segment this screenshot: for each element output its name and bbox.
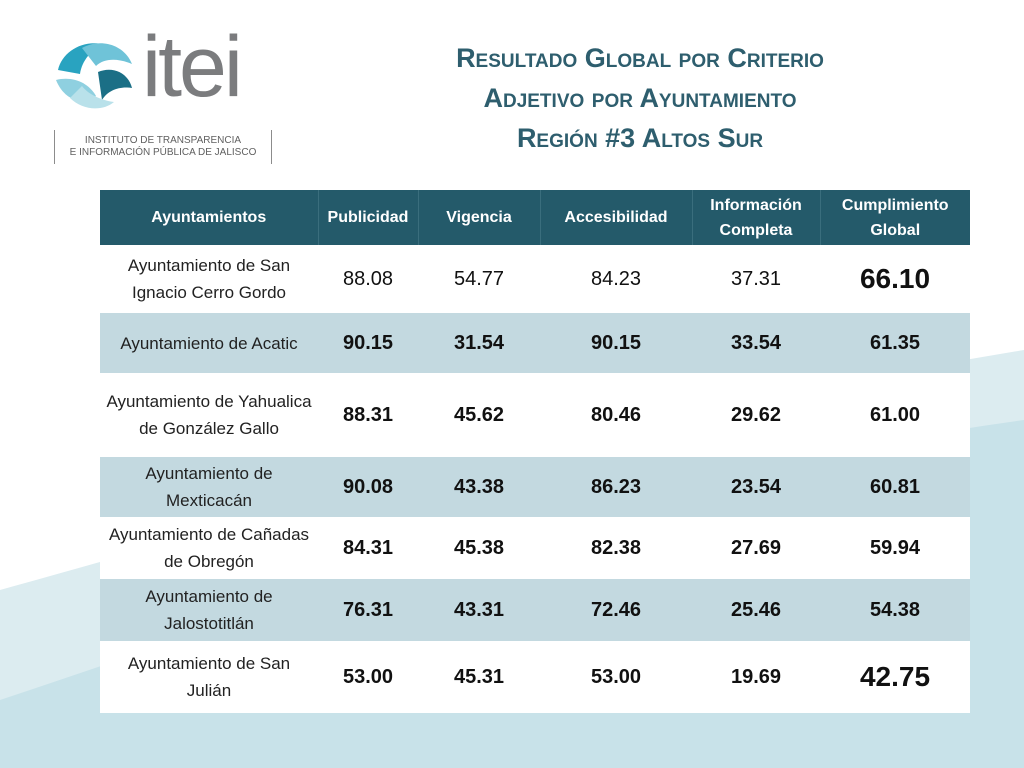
cell-vigencia: 43.38 bbox=[418, 457, 540, 517]
header-accesibilidad: Accesibilidad bbox=[540, 190, 693, 245]
cell-cumplimiento: 61.00 bbox=[820, 373, 970, 457]
cell-publicidad: 84.31 bbox=[318, 517, 418, 579]
row-name: Ayuntamiento de San Julián bbox=[100, 641, 318, 713]
cell-vigencia: 45.31 bbox=[418, 641, 540, 713]
page-title: Resultado Global por Criterio Adjetivo p… bbox=[350, 38, 930, 158]
header-informacion-line2: Completa bbox=[719, 221, 793, 239]
header-publicidad: Publicidad bbox=[318, 190, 419, 245]
cell-informacion: 33.54 bbox=[692, 313, 820, 373]
cell-publicidad: 53.00 bbox=[318, 641, 418, 713]
cell-accesibilidad: 82.38 bbox=[540, 517, 692, 579]
logo-subtitle-line2: E INFORMACIÓN PÚBLICA DE JALISCO bbox=[69, 147, 257, 158]
cell-publicidad: 88.08 bbox=[318, 245, 418, 313]
cell-vigencia: 45.38 bbox=[418, 517, 540, 579]
cell-informacion: 25.46 bbox=[692, 579, 820, 641]
cell-cumplimiento: 66.10 bbox=[820, 245, 970, 313]
row-name: Ayuntamiento de Jalostotitlán bbox=[100, 579, 318, 641]
table-row: Ayuntamiento de Mexticacán 90.08 43.38 8… bbox=[100, 457, 970, 517]
cell-accesibilidad: 86.23 bbox=[540, 457, 692, 517]
row-name: Ayuntamiento de San Ignacio Cerro Gordo bbox=[100, 245, 318, 313]
header-cumplimiento-line2: Global bbox=[870, 221, 921, 239]
cell-vigencia: 54.77 bbox=[418, 245, 540, 313]
cell-vigencia: 45.62 bbox=[418, 373, 540, 457]
row-name: Ayuntamiento de Yahualica de González Ga… bbox=[100, 373, 318, 457]
logo-wordmark: itei bbox=[142, 19, 243, 115]
table-row: Ayuntamiento de San Ignacio Cerro Gordo … bbox=[100, 245, 970, 313]
cell-informacion: 29.62 bbox=[692, 373, 820, 457]
table-header-row: Ayuntamientos Publicidad Vigencia Accesi… bbox=[100, 190, 970, 245]
results-table: Ayuntamientos Publicidad Vigencia Accesi… bbox=[100, 190, 970, 713]
cell-publicidad: 88.31 bbox=[318, 373, 418, 457]
table-row: Ayuntamiento de Jalostotitlán 76.31 43.3… bbox=[100, 579, 970, 641]
table-row: Ayuntamiento de San Julián 53.00 45.31 5… bbox=[100, 641, 970, 713]
cell-informacion: 37.31 bbox=[692, 245, 820, 313]
header-cumplimiento-global: Cumplimiento Global bbox=[820, 190, 970, 245]
cell-accesibilidad: 90.15 bbox=[540, 313, 692, 373]
cell-publicidad: 90.15 bbox=[318, 313, 418, 373]
cell-cumplimiento: 42.75 bbox=[820, 641, 970, 713]
cell-cumplimiento: 59.94 bbox=[820, 517, 970, 579]
cell-informacion: 27.69 bbox=[692, 517, 820, 579]
table-row: Ayuntamiento de Cañadas de Obregón 84.31… bbox=[100, 517, 970, 579]
table-row: Ayuntamiento de Acatic 90.15 31.54 90.15… bbox=[100, 313, 970, 373]
header-vigencia: Vigencia bbox=[418, 190, 541, 245]
header-informacion-completa: Información Completa bbox=[692, 190, 821, 245]
row-name: Ayuntamiento de Cañadas de Obregón bbox=[100, 517, 318, 579]
header-ayuntamientos: Ayuntamientos bbox=[100, 190, 319, 245]
cell-accesibilidad: 80.46 bbox=[540, 373, 692, 457]
row-name: Ayuntamiento de Acatic bbox=[100, 313, 318, 373]
title-line2: Adjetivo por Ayuntamiento bbox=[483, 83, 797, 113]
logo-subtitle-line1: INSTITUTO DE TRANSPARENCIA bbox=[84, 135, 242, 146]
cell-cumplimiento: 60.81 bbox=[820, 457, 970, 517]
cell-informacion: 19.69 bbox=[692, 641, 820, 713]
cell-publicidad: 76.31 bbox=[318, 579, 418, 641]
header-informacion-line1: Información bbox=[710, 196, 802, 214]
title-line3: Región #3 Altos Sur bbox=[516, 123, 764, 153]
logo-subtitle: INSTITUTO DE TRANSPARENCIA E INFORMACIÓN… bbox=[54, 130, 272, 164]
title-line1: Resultado Global por Criterio bbox=[456, 43, 824, 73]
row-name: Ayuntamiento de Mexticacán bbox=[100, 457, 318, 517]
cell-cumplimiento: 61.35 bbox=[820, 313, 970, 373]
cell-accesibilidad: 72.46 bbox=[540, 579, 692, 641]
cell-accesibilidad: 84.23 bbox=[540, 245, 692, 313]
cell-vigencia: 31.54 bbox=[418, 313, 540, 373]
header-cumplimiento-line1: Cumplimiento bbox=[841, 196, 949, 214]
itei-logo: itei INSTITUTO DE TRANSPARENCIA E INFORM… bbox=[52, 24, 282, 168]
cell-publicidad: 90.08 bbox=[318, 457, 418, 517]
itei-logo-mark-icon bbox=[56, 43, 132, 109]
cell-informacion: 23.54 bbox=[692, 457, 820, 517]
cell-vigencia: 43.31 bbox=[418, 579, 540, 641]
cell-accesibilidad: 53.00 bbox=[540, 641, 692, 713]
cell-cumplimiento: 54.38 bbox=[820, 579, 970, 641]
table-row: Ayuntamiento de Yahualica de González Ga… bbox=[100, 373, 970, 457]
